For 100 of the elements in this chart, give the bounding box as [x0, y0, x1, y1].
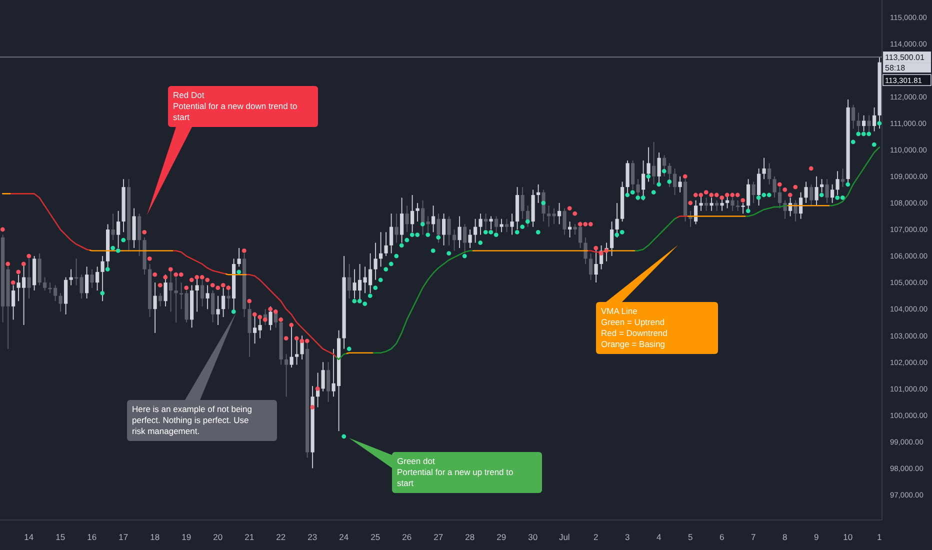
candlestick [12, 284, 16, 320]
candlestick [195, 276, 199, 312]
candlestick [489, 216, 493, 230]
candlestick [768, 162, 772, 185]
candlestick [384, 232, 388, 256]
candlestick [862, 114, 866, 132]
candlestick [678, 176, 682, 193]
x-tick-label: 29 [496, 532, 506, 542]
candlestick [657, 152, 661, 185]
x-tick-label: 17 [118, 532, 128, 542]
candlestick [38, 252, 42, 286]
candlestick [468, 229, 472, 249]
candlestick [715, 200, 719, 212]
candlestick [836, 170, 840, 196]
candlestick [43, 276, 47, 291]
candlestick [96, 266, 100, 291]
candlestick [673, 168, 677, 196]
x-tick-label: 2 [594, 532, 599, 542]
candlestick [284, 354, 288, 398]
candlestick [410, 194, 414, 233]
candlestick [494, 216, 498, 233]
candlestick [699, 194, 703, 212]
candlestick [74, 258, 78, 286]
candlestick [520, 186, 524, 220]
candlestick [158, 292, 162, 307]
candlestick [379, 232, 383, 268]
x-tick-label: 27 [434, 532, 444, 542]
annotation: Red Dot Potential for a new down trend to start [173, 90, 298, 122]
x-tick-label: Jul [558, 532, 570, 542]
candlestick [447, 216, 451, 246]
candlestick [111, 213, 115, 241]
x-tick-label: 7 [751, 532, 756, 542]
x-tick-label: 3 [625, 532, 630, 542]
candlestick [704, 197, 708, 212]
candlestick [405, 205, 409, 233]
x-tick-label: 18 [150, 532, 160, 542]
candlestick [174, 276, 178, 323]
candlestick [206, 284, 210, 310]
text: 58:18 [885, 64, 906, 73]
candlestick [326, 362, 330, 402]
candlestick [458, 216, 462, 249]
candlestick [348, 264, 352, 299]
candlestick [856, 112, 860, 134]
candlestick [211, 290, 215, 323]
candlestick [253, 314, 257, 344]
candlestick [762, 157, 766, 180]
candlestick [547, 205, 551, 228]
candlestick [726, 194, 730, 209]
candlestick [237, 248, 241, 268]
candlestick [872, 107, 876, 132]
x-tick-label: 1 [877, 532, 882, 542]
candlestick [138, 213, 142, 256]
candlestick [814, 176, 818, 206]
candlestick [463, 224, 467, 254]
candlestick [295, 338, 299, 366]
candlestick [80, 274, 84, 299]
candlestick [536, 184, 540, 204]
candlestick [841, 168, 845, 188]
candlestick [589, 252, 593, 280]
annotation: Green dot Portential for a new up trend to start [397, 456, 514, 488]
candlestick [746, 178, 750, 212]
x-tick-label: 19 [182, 532, 192, 542]
annotation: Here is an example of not being perfect. Nothing is perfect. Use risk management. [132, 404, 252, 436]
x-tick-label: 22 [276, 532, 286, 542]
candlestick [290, 324, 294, 368]
candlestick [216, 295, 220, 326]
candlestick [804, 181, 808, 204]
candlestick [169, 268, 173, 312]
x-tick-label: 6 [720, 532, 725, 542]
candlestick [568, 221, 572, 238]
candlestick [752, 181, 756, 204]
x-tick-label: 14 [24, 532, 34, 542]
candlestick [374, 242, 378, 280]
candlestick [258, 316, 262, 339]
candlestick [594, 248, 598, 283]
candlestick [64, 276, 68, 315]
candlestick [500, 218, 504, 233]
candlestick [652, 141, 656, 185]
candlestick [153, 282, 157, 334]
x-tick-label: 8 [782, 532, 788, 542]
candlestick [132, 208, 136, 249]
candlestick [730, 197, 734, 212]
x-tick-label: 24 [339, 532, 349, 542]
candlestick [510, 213, 514, 236]
candlestick [474, 218, 478, 244]
x-tick-label: 9 [814, 532, 820, 542]
candlestick [505, 218, 509, 233]
candlestick [810, 184, 814, 206]
candlestick [867, 114, 871, 134]
candlestick [626, 160, 630, 196]
x-tick-label: 5 [688, 532, 694, 542]
candlestick [610, 221, 614, 256]
candlestick [200, 279, 204, 307]
candlestick [478, 213, 482, 236]
candlestick [778, 186, 782, 209]
candlestick [27, 258, 31, 299]
candlestick [390, 213, 394, 254]
candlestick [85, 266, 89, 299]
candlestick [58, 292, 62, 312]
candlestick [222, 287, 226, 318]
